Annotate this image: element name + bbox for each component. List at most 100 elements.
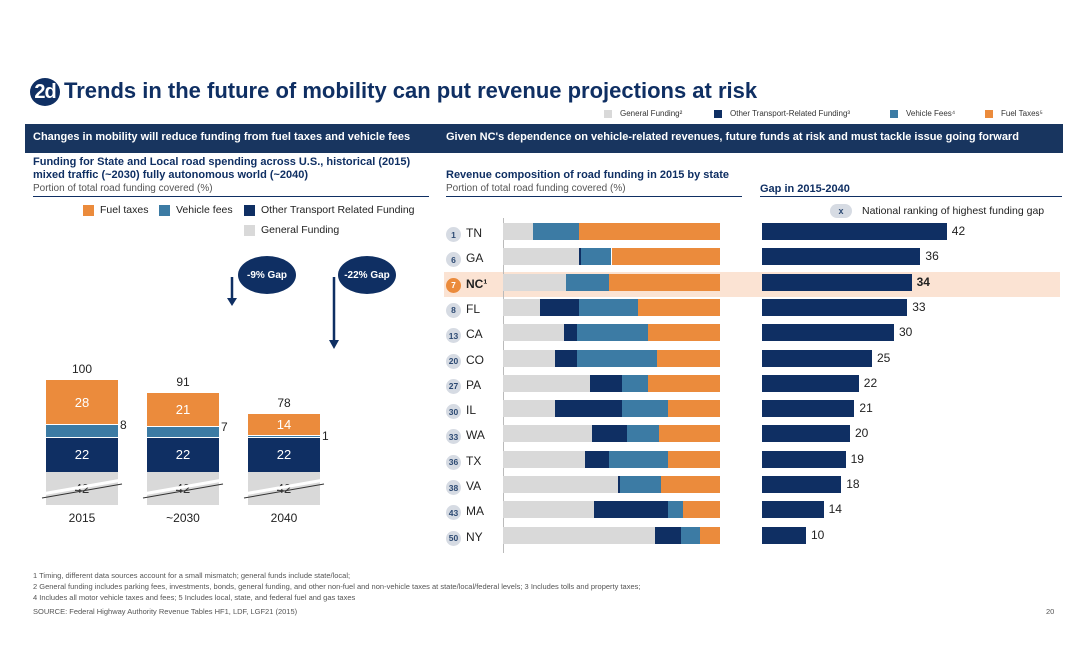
state-bar-other-transport-related-funding: [555, 349, 577, 367]
bar-total-label: 78: [277, 395, 291, 410]
right-panel-rule: [760, 196, 1062, 197]
state-bar-vehicle-fees: [533, 223, 579, 240]
gap-bar: [762, 400, 855, 418]
left-panel-subtitle: Portion of total road funding covered (%…: [33, 183, 213, 194]
state-bar-other-transport-related-funding: [618, 476, 621, 493]
bar-fuel-taxes: 14: [248, 412, 320, 436]
legend-swatch: [159, 204, 170, 216]
middle-panel-subtitle: Portion of total road funding covered (%…: [446, 183, 626, 194]
state-label: TX: [466, 453, 482, 468]
gap-value-label: 25: [877, 350, 891, 365]
rank-badge: 20: [446, 353, 461, 369]
state-bar-general-funding: [503, 349, 556, 367]
gap-value-label: 18: [846, 477, 860, 491]
gap-bar: [762, 298, 908, 316]
state-label: PA: [466, 377, 482, 392]
rank-badge: 33: [446, 429, 461, 445]
bar-vehicle-fees: [248, 435, 320, 437]
legend-label: General Funding: [261, 224, 340, 236]
state-label: CA: [466, 327, 483, 342]
gap-value-label: 22: [863, 375, 878, 390]
gap-value-label: 19: [850, 451, 864, 466]
state-bar-general-funding: [503, 400, 556, 418]
break-mark: [41, 483, 123, 499]
state-bar-other-transport-related-funding: [539, 298, 579, 316]
footnote-2: 2 General funding includes parking fees,…: [33, 582, 641, 591]
legend-swatch: [83, 204, 94, 216]
state-bar-fuel-taxes: [611, 248, 720, 266]
state-label: VA: [466, 479, 482, 493]
banner: [25, 124, 1063, 153]
legend-label: Vehicle Fees⁴: [906, 109, 956, 118]
legend-label: General Funding²: [620, 109, 683, 118]
ranking-legend-badge: x: [830, 204, 852, 218]
bar-vehicle-fees: [46, 424, 118, 437]
state-bar-fuel-taxes: [700, 526, 720, 544]
gap-arrow-22: [329, 277, 339, 349]
bar-vehicle-fees: [147, 425, 219, 437]
legend-swatch: [244, 224, 255, 236]
state-bar-general-funding: [503, 476, 618, 493]
gap-value-label: 20: [855, 426, 869, 441]
banner-left-text: Changes in mobility will reduce funding …: [33, 131, 411, 143]
small-segment-label: 8: [120, 418, 127, 432]
left-panel-title: Funding for State and Local road spendin…: [33, 156, 433, 182]
state-bar-vehicle-fees: [620, 476, 662, 493]
state-label: MA: [466, 504, 484, 519]
state-bar-vehicle-fees: [609, 450, 668, 468]
footnote-3: 4 Includes all motor vehicle taxes and f…: [33, 593, 356, 602]
state-bar-vehicle-fees: [622, 400, 668, 418]
state-label: TN: [466, 226, 482, 240]
legend-fuel-taxes: Fuel Taxes⁵: [985, 109, 1043, 118]
gap-value-label: 42: [951, 224, 966, 238]
break-mark: [243, 483, 325, 499]
rank-badge: 6: [446, 252, 461, 268]
source-note: SOURCE: Federal Highway Authority Revenu…: [33, 607, 298, 616]
middle-panel-title: Revenue composition of road funding in 2…: [446, 169, 729, 181]
middle-panel-rule: [446, 196, 742, 197]
right-panel-title: Gap in 2015-2040: [760, 183, 850, 195]
state-bar-vehicle-fees: [576, 349, 658, 367]
state-bar-other-transport-related-funding: [578, 248, 582, 266]
state-bar-general-funding: [503, 273, 566, 291]
state-bar-vehicle-fees: [576, 324, 649, 342]
gap-arrows: [227, 277, 339, 349]
rank-badge: 1: [446, 227, 461, 242]
state-bar-vehicle-fees: [565, 273, 610, 291]
legend-swatch: [714, 109, 722, 118]
gap-bar: [762, 476, 842, 493]
ranking-legend-text: National ranking of highest funding gap: [862, 205, 1045, 217]
break-mark: [243, 478, 325, 496]
state-bar-fuel-taxes: [667, 400, 720, 418]
gap-arrow-9: [227, 277, 237, 306]
state-bar-fuel-taxes: [648, 374, 720, 392]
left-title-line2: mixed traffic (~2030) fully autonomous w…: [33, 169, 309, 181]
gap-bar: [762, 273, 912, 291]
left-panel-rule: [33, 196, 429, 197]
legend-label: Fuel taxes: [100, 204, 149, 216]
state-bar-vehicle-fees: [581, 248, 612, 266]
break-mark: [142, 478, 224, 496]
state-charts: 1 TN 42 6 GA 36 7 NC¹ 34 8 FL 33 13 CA 30 20 CO 25 27 PA 22 3…: [444, 218, 1060, 553]
gap-value-label: 33: [912, 299, 926, 314]
state-bar-general-funding: [503, 425, 592, 443]
gap-value-label: 34: [916, 274, 930, 289]
state-bar-general-funding: [503, 298, 540, 316]
gap-value-label: 14: [828, 502, 842, 517]
legend-vehicle-fees: Vehicle Fees⁴: [890, 109, 955, 118]
state-bar-fuel-taxes: [683, 501, 720, 519]
legend-label: Other Transport-Related Funding³: [730, 109, 851, 118]
state-bar-general-funding: [503, 248, 579, 266]
gap-bubble-9: -9% Gap: [238, 256, 296, 294]
state-bar-vehicle-fees: [680, 526, 701, 544]
small-segment-label: 1: [322, 429, 329, 444]
state-bar-general-funding: [503, 374, 590, 392]
left-stacked-chart: 42228281002015422272191~2030422211478204…: [0, 0, 440, 540]
legend-label: Other Transport Related Funding: [261, 204, 415, 216]
legend-other-transport: Other Transport-Related Funding³: [714, 109, 850, 118]
legend-general-funding: General Funding²: [604, 109, 682, 118]
legend-label: Fuel Taxes⁵: [1001, 109, 1043, 118]
bar-other-transport-related-funding: 22: [46, 436, 118, 472]
gap-bar: [762, 324, 894, 342]
state-bar-fuel-taxes: [657, 349, 720, 367]
